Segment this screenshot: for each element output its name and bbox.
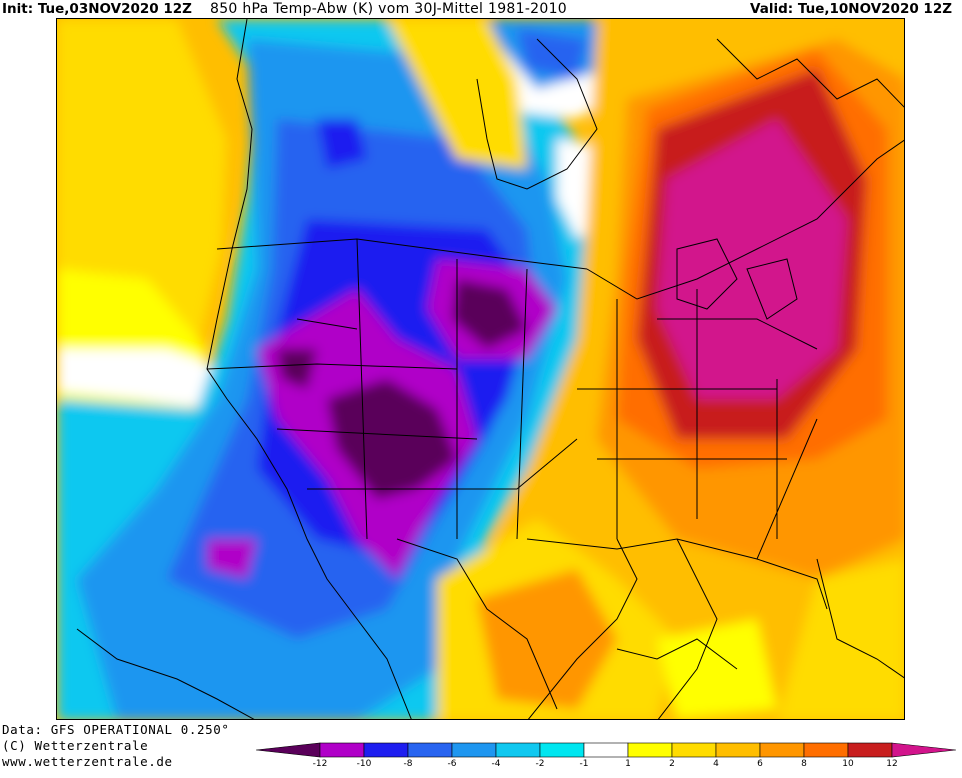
colorbar-tick-label: -12: [312, 759, 328, 769]
colorbar-swatch: [627, 742, 673, 758]
colorbar-swatch: [451, 742, 497, 758]
colorbar-tick-label: 2: [669, 759, 675, 769]
colorbar-tick-label: 4: [713, 759, 719, 769]
colorbar-legend: -12 -10 -8 -6 -4 -2 -1 1 2 4 6 8 10 12: [255, 741, 957, 777]
colorbar-tick-label: 10: [842, 759, 854, 769]
colorbar-tick-label: -1: [579, 759, 589, 769]
colorbar-tick-label: 6: [757, 759, 763, 769]
colorbar: [255, 742, 957, 758]
init-time-label: Init: Tue,03NOV2020 12Z: [2, 1, 192, 17]
colorbar-swatch: [495, 742, 541, 758]
data-source-label: Data: GFS OPERATIONAL 0.250°: [2, 722, 230, 737]
colorbar-swatch: [803, 742, 849, 758]
colorbar-swatch: [363, 742, 409, 758]
valid-time-label: Valid: Tue,10NOV2020 12Z: [750, 1, 952, 17]
colorbar-swatch: [891, 742, 957, 758]
copyright-label: (C) Wetterzentrale: [2, 738, 149, 753]
temperature-anomaly-map: [56, 18, 905, 720]
map-title: 850 hPa Temp-Abw (K) vom 30J-Mittel 1981…: [210, 1, 568, 17]
colorbar-swatch: [583, 742, 629, 758]
colorbar-swatch: [539, 742, 585, 758]
colorbar-swatch: [407, 742, 453, 758]
colorbar-tick-label: -10: [356, 759, 372, 769]
website-label: www.wetterzentrale.de: [2, 754, 173, 769]
colorbar-swatch: [671, 742, 717, 758]
colorbar-tick-label: -6: [447, 759, 457, 769]
colorbar-tick-label: -2: [535, 759, 545, 769]
colorbar-tick-label: -8: [403, 759, 413, 769]
colorbar-swatch: [319, 742, 365, 758]
colorbar-tick-label: -4: [491, 759, 501, 769]
colorbar-swatch: [847, 742, 893, 758]
colorbar-tick-label: 8: [801, 759, 807, 769]
colorbar-swatch: [255, 742, 321, 758]
colorbar-swatch: [759, 742, 805, 758]
colorbar-tick-label: 12: [886, 759, 898, 769]
colorbar-swatch: [715, 742, 761, 758]
colorbar-tick-label: 1: [625, 759, 631, 769]
